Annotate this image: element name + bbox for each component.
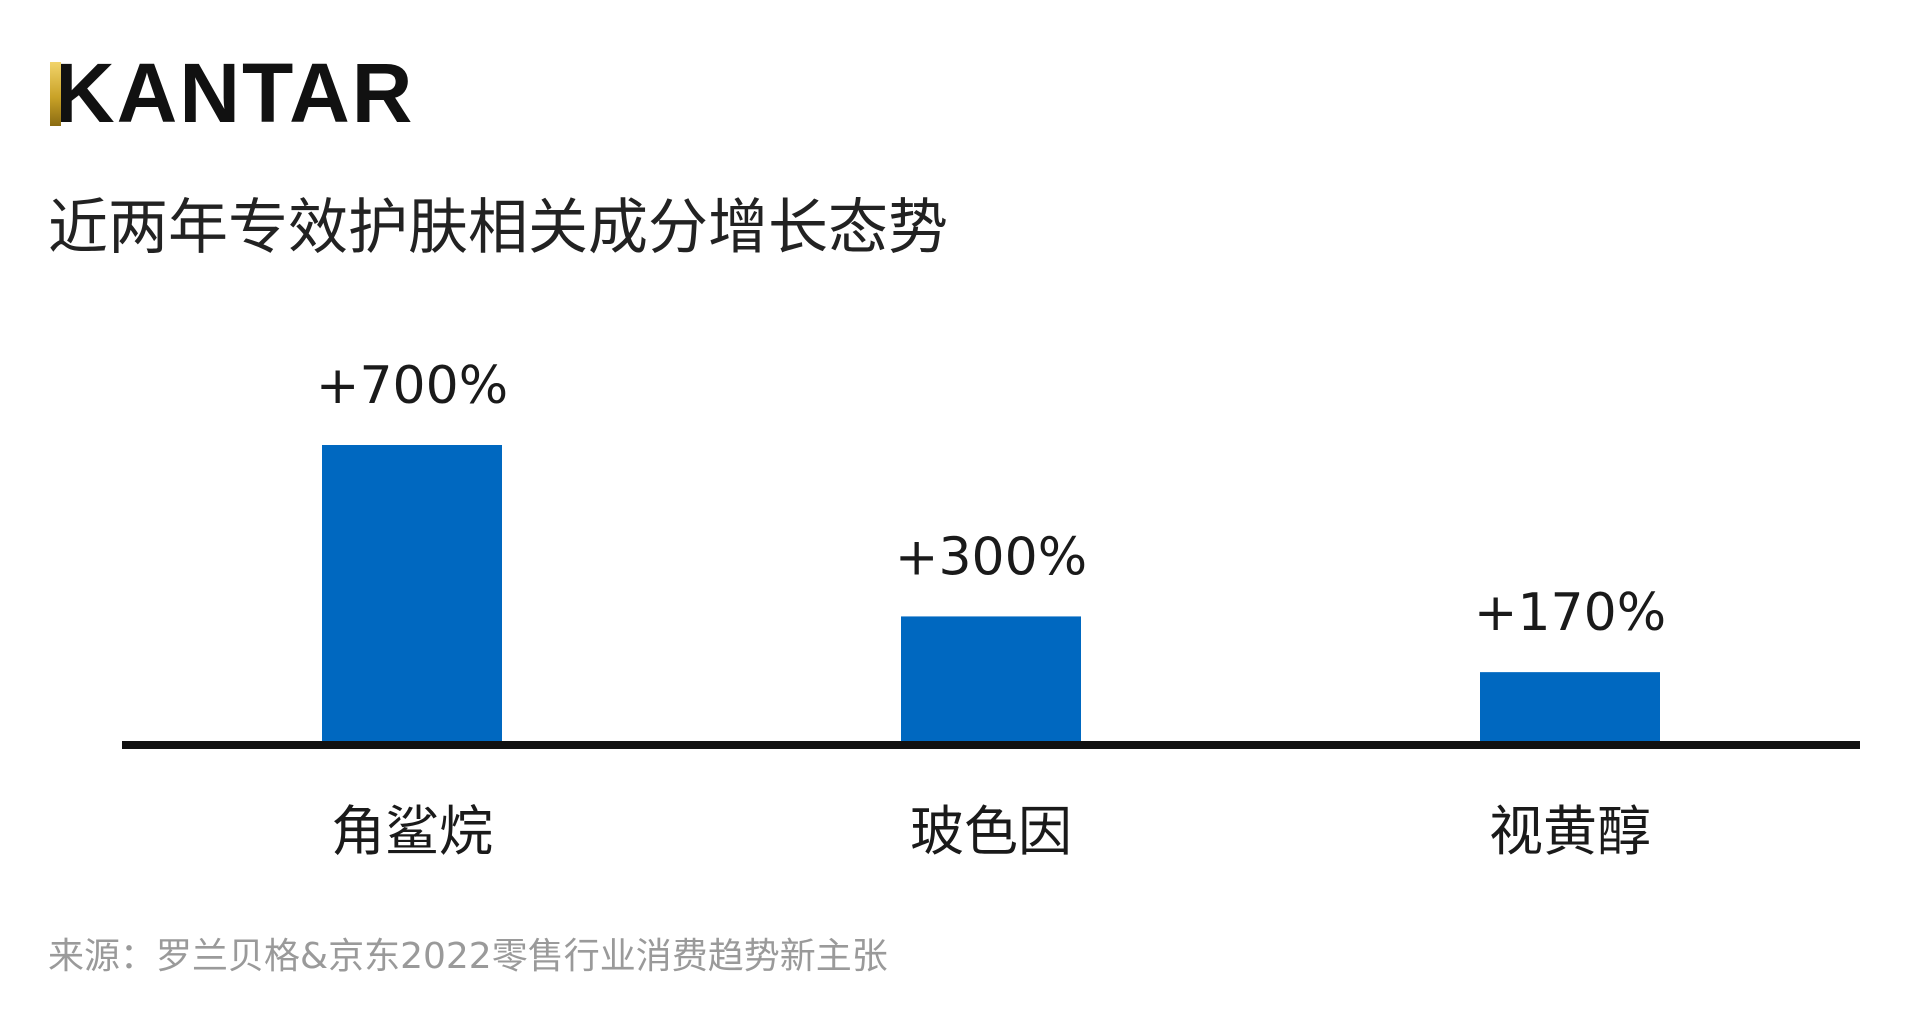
bar-value-label-0: +700%: [316, 356, 508, 416]
bar-1: [901, 616, 1081, 745]
category-label-0: 角鲨烷: [331, 800, 493, 863]
category-label-2: 视黄醇: [1489, 800, 1651, 863]
kantar-logo: KANTAR: [50, 48, 414, 138]
logo-wordmark: KANTAR: [50, 48, 414, 138]
bar-value-label-2: +170%: [1474, 583, 1666, 643]
category-label-1: 玻色因: [910, 800, 1072, 863]
bar-2: [1480, 672, 1660, 745]
bar-0: [322, 445, 502, 745]
source-note: 来源：罗兰贝格&京东2022零售行业消费趋势新主张: [48, 936, 888, 977]
bar-chart: +700% 角鲨烷 +300% 玻色因 +170% 视黄醇: [122, 356, 1860, 863]
logo-gold-bar: [50, 62, 61, 126]
chart-title: 近两年专效护肤相关成分增长态势: [48, 193, 948, 263]
bar-value-label-1: +300%: [895, 527, 1087, 587]
logo-text: KANTAR: [54, 46, 415, 140]
